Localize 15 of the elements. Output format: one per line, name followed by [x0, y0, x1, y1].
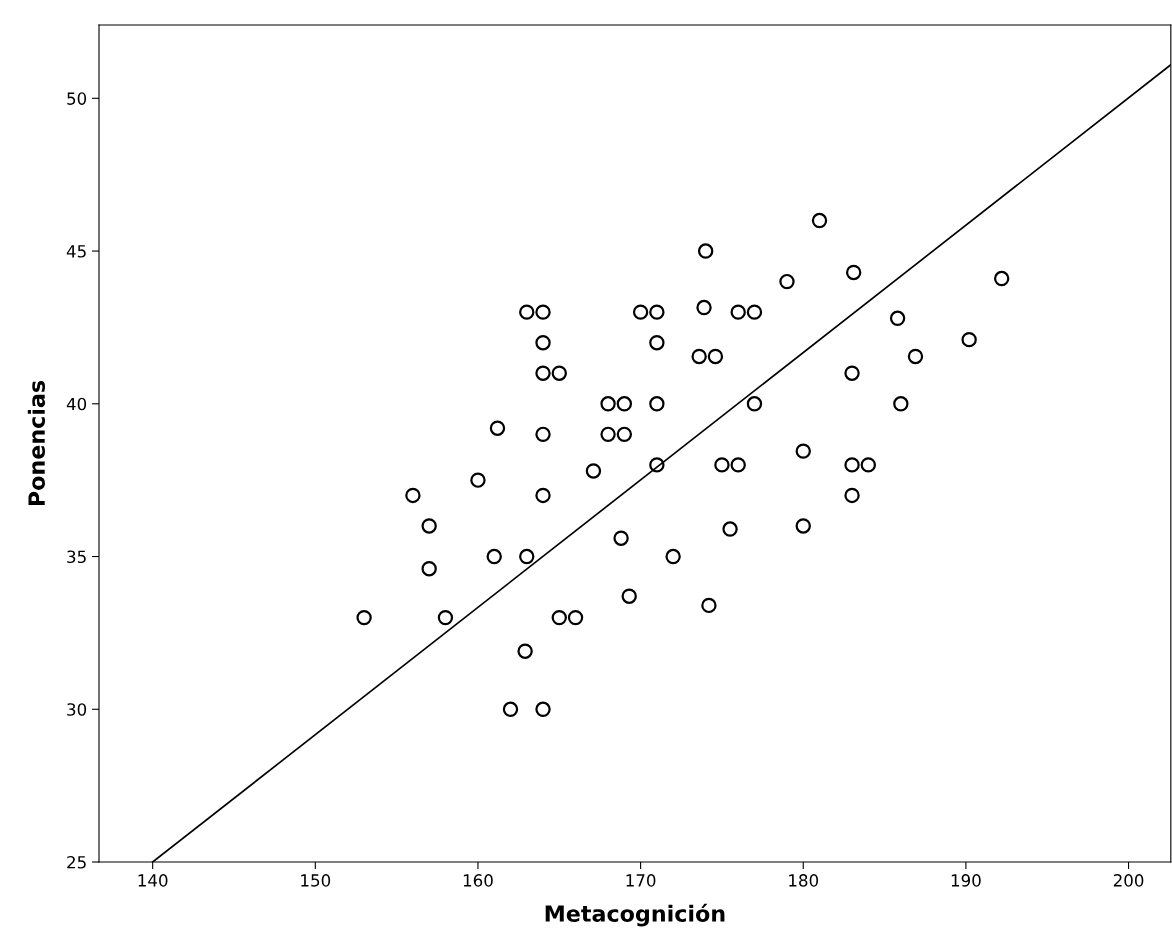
y-tick-label: 30: [67, 703, 87, 716]
x-tick-label: 200: [1113, 874, 1144, 887]
x-tick-label: 140: [138, 874, 168, 887]
y-tick-label: 45: [66, 245, 86, 258]
x-axis-title: Metacognición: [545, 903, 725, 927]
x-tick-label: 160: [463, 874, 493, 887]
y-tick-label: 25: [67, 855, 86, 869]
y-axis-title: Ponencias: [27, 380, 46, 506]
x-tick-label: 170: [626, 874, 656, 887]
y-tick-label: 35: [67, 550, 86, 564]
x-tick-label: 180: [789, 874, 819, 887]
x-tick-label: 190: [951, 874, 981, 887]
x-tick-label: 150: [301, 874, 331, 887]
y-tick-label: 50: [67, 92, 87, 105]
y-tick-label: 40: [66, 397, 87, 411]
